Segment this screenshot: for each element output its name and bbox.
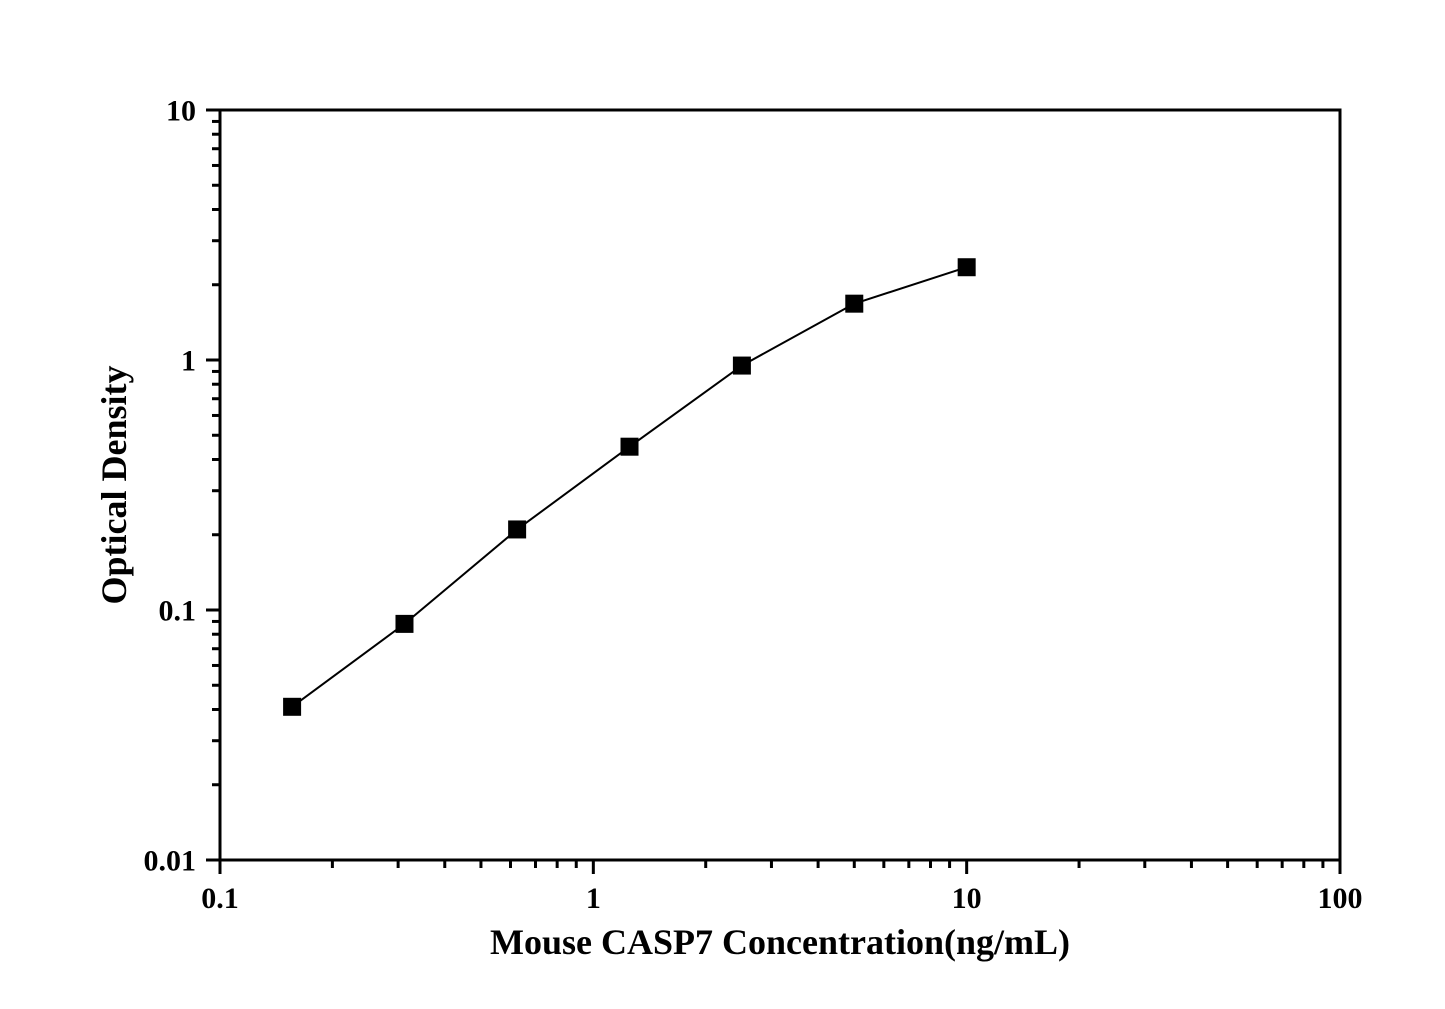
x-tick-label: 10 bbox=[952, 882, 982, 915]
loglog-chart: 0.1 1 10 100 Mouse CASP7 Concentration(ng/mL… bbox=[0, 0, 1445, 1009]
data-marker bbox=[845, 295, 863, 313]
y-axis-label: Optical Density bbox=[94, 366, 134, 605]
data-marker bbox=[733, 357, 751, 375]
chart-background bbox=[0, 0, 1445, 1009]
x-tick-label: 0.1 bbox=[201, 882, 239, 915]
data-marker bbox=[395, 615, 413, 633]
chart-container: 0.1 1 10 100 Mouse CASP7 Concentration(ng/mL… bbox=[0, 0, 1445, 1009]
y-tick-label: 10 bbox=[166, 95, 196, 128]
x-axis-label: Mouse CASP7 Concentration(ng/mL) bbox=[490, 922, 1070, 962]
x-tick-label: 1 bbox=[586, 882, 601, 915]
data-marker bbox=[508, 520, 526, 538]
y-tick-label: 0.01 bbox=[144, 845, 197, 878]
y-tick-label: 0.1 bbox=[159, 595, 197, 628]
x-tick-label: 100 bbox=[1318, 882, 1363, 915]
data-marker bbox=[283, 698, 301, 716]
y-tick-label: 1 bbox=[181, 345, 196, 378]
data-marker bbox=[621, 438, 639, 456]
data-marker bbox=[958, 258, 976, 276]
